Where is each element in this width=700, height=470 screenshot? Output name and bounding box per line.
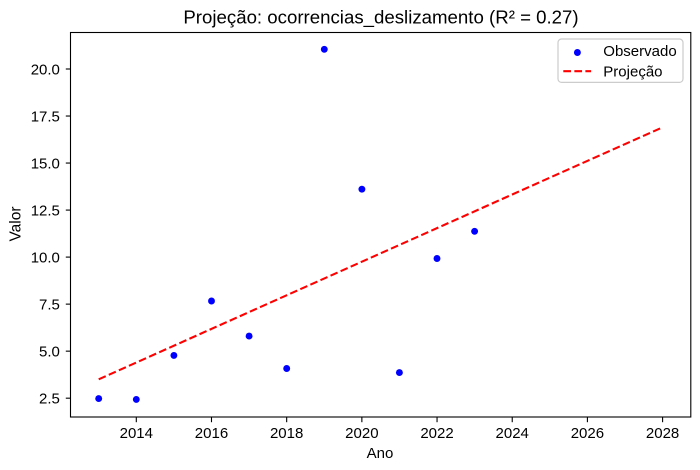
svg-text:2022: 2022 (420, 425, 453, 442)
svg-text:2028: 2028 (646, 425, 679, 442)
svg-text:17.5: 17.5 (31, 108, 60, 125)
svg-text:20.0: 20.0 (31, 61, 60, 78)
svg-text:Projeção: ocorrencias_deslizam: Projeção: ocorrencias_deslizamento (R² =… (183, 6, 578, 28)
svg-text:12.5: 12.5 (31, 202, 60, 219)
svg-text:Ano: Ano (367, 445, 394, 462)
svg-text:2024: 2024 (496, 425, 529, 442)
svg-text:2.5: 2.5 (39, 391, 60, 408)
svg-text:5.0: 5.0 (39, 344, 60, 361)
svg-text:10.0: 10.0 (31, 249, 60, 266)
svg-text:15.0: 15.0 (31, 155, 60, 172)
svg-text:Projeção: Projeção (603, 64, 662, 81)
svg-text:7.5: 7.5 (39, 296, 60, 313)
svg-text:Observado: Observado (603, 43, 676, 60)
svg-text:2026: 2026 (571, 425, 604, 442)
svg-text:Valor: Valor (8, 206, 25, 241)
svg-text:2014: 2014 (120, 425, 153, 442)
svg-text:2016: 2016 (195, 425, 228, 442)
svg-text:2018: 2018 (270, 425, 303, 442)
svg-text:2020: 2020 (345, 425, 378, 442)
